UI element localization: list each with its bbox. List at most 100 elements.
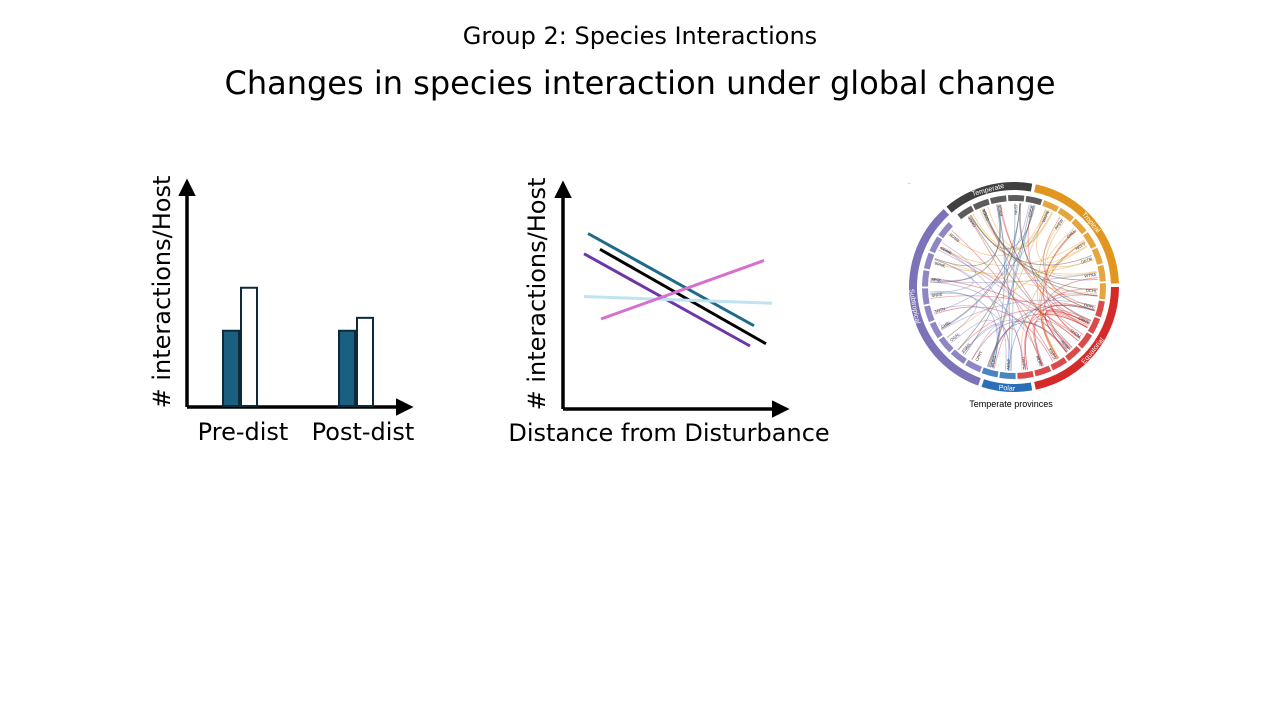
chord-ribbon — [979, 209, 1047, 249]
chord-node-label: DKTM — [1080, 256, 1092, 265]
line-diagram: # interactions/Host Distance from Distur… — [508, 178, 829, 447]
chord-ribbon — [962, 323, 1010, 371]
chord-node-segment — [950, 349, 967, 364]
chord-node-label: GKNT — [966, 216, 977, 229]
chord-ribbon — [951, 319, 999, 369]
chord-ribbon — [1045, 229, 1081, 340]
chord-ribbon — [990, 204, 1005, 368]
slide-subtitle: Group 2: Species Interactions — [462, 22, 818, 50]
chord-node-segment — [1077, 332, 1093, 349]
chord-ribbon — [962, 319, 1069, 355]
chord-ribbon — [970, 214, 1097, 275]
chord-ribbon — [1041, 312, 1088, 359]
chord-ribbon — [958, 309, 1091, 351]
slide-title: Changes in species interaction under glo… — [224, 64, 1056, 102]
chord-node-label: KWPN — [1048, 347, 1058, 360]
chord-node-segment — [938, 222, 953, 239]
region-band-label: Temperate — [971, 183, 1005, 198]
chord-node-label: AFQL — [931, 277, 943, 283]
chord-node-segment — [965, 359, 983, 373]
chord-ribbon — [934, 204, 1002, 267]
chord-node-label: NKST — [1013, 203, 1018, 214]
chord-diagram-figure: -- TemperateTropicalEquatorialPolarSubtr… — [907, 180, 1119, 409]
chord-node-segment — [981, 367, 999, 378]
chord-ribbon — [1019, 203, 1091, 322]
region-band-label: Polar — [998, 385, 1015, 393]
chord-ribbon — [1039, 230, 1077, 359]
chord-ribbon — [988, 304, 1095, 368]
chord-ribbon — [971, 324, 1000, 369]
chord-ribbon — [939, 239, 1084, 266]
chord-ribbon — [971, 321, 1068, 360]
chord-ribbon — [996, 204, 1010, 371]
trend-line — [599, 247, 767, 346]
chord-ribbon — [983, 208, 1098, 297]
bar-pre-series — [222, 329, 240, 407]
line-marks — [583, 232, 773, 348]
chord-node-label: ODMB — [940, 245, 953, 255]
chord-ribbon — [970, 205, 1036, 250]
chord-ribbon — [989, 205, 1034, 368]
region-band-tropical — [1034, 184, 1119, 284]
chord-ribbon — [940, 203, 1021, 329]
trend-line — [600, 259, 765, 321]
chord-ribbon — [930, 295, 1090, 324]
chord-node-label: WAPN — [1041, 210, 1050, 223]
chord-node-label: CHBL — [940, 319, 952, 329]
chord-node-segment — [1057, 207, 1075, 222]
chord-node-segment — [1017, 370, 1034, 379]
chord-ribbon — [1044, 311, 1089, 353]
chord-node-label: WTNA — [1084, 272, 1097, 279]
chord-ribbon — [1018, 203, 1095, 311]
chord-node-segment — [1050, 357, 1068, 371]
chord-node-label: OGAL — [949, 331, 961, 342]
chord-ribbon — [1042, 277, 1098, 359]
chord-node-segment — [1095, 300, 1105, 318]
chord-ribbon — [1024, 313, 1088, 370]
chord-ribbon — [933, 305, 1012, 371]
chord-ribbon — [938, 249, 1071, 351]
chord-node-segment — [1042, 200, 1060, 213]
chord-ribbon — [1034, 304, 1095, 367]
chord-node-segment — [1097, 265, 1106, 282]
chord-ribbon — [930, 278, 1081, 340]
chord-ribbon — [930, 242, 976, 281]
chord-ribbon — [1052, 242, 1097, 277]
chord-node-segment — [1007, 195, 1025, 202]
chord-node-segment — [929, 321, 943, 339]
chord-ribbon — [1043, 216, 1096, 308]
region-band-equatorial — [1034, 287, 1119, 390]
chord-ribbon — [1027, 204, 1081, 339]
bar-category-label: Pre-dist — [198, 418, 289, 446]
chord-node-segment — [989, 195, 1007, 204]
chord-ribbons — [930, 203, 1098, 371]
chord-ribbon — [968, 215, 1073, 348]
chord-node-label: COCA — [1027, 205, 1035, 218]
chord-node-label: MDRI — [1035, 355, 1043, 366]
chord-ribbon — [1043, 230, 1077, 351]
chord-ribbon — [983, 208, 1071, 350]
chord-ribbon — [1044, 308, 1092, 353]
chord-ribbon — [1025, 288, 1098, 370]
chord-ribbon — [930, 204, 1000, 283]
chord-ribbon — [988, 209, 1048, 368]
chord-node-segment — [929, 236, 943, 254]
chord-node-segment — [1087, 317, 1101, 334]
chord-ribbon — [930, 281, 1044, 366]
chord-node-label: ODFL — [1084, 302, 1096, 310]
chord-ribbon — [964, 203, 1021, 356]
chord-node-segment — [922, 288, 930, 305]
chord-ribbon — [993, 327, 1025, 371]
region-band-polar — [981, 379, 1033, 392]
chord-ribbon — [1046, 227, 1088, 263]
chord-ribbon — [939, 246, 1079, 342]
bar-post-series — [240, 286, 258, 407]
chord-node-segment — [1065, 345, 1081, 361]
chord-ribbon — [946, 246, 1088, 338]
chord-node-segment — [1099, 283, 1107, 300]
chord-caption: Temperate provinces — [969, 399, 1053, 409]
bar-pre-series — [338, 329, 356, 407]
chord-node-segment — [1091, 247, 1103, 265]
bar-post-series — [356, 316, 374, 408]
